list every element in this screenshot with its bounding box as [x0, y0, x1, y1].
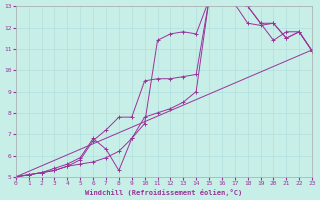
X-axis label: Windchill (Refroidissement éolien,°C): Windchill (Refroidissement éolien,°C): [85, 189, 243, 196]
